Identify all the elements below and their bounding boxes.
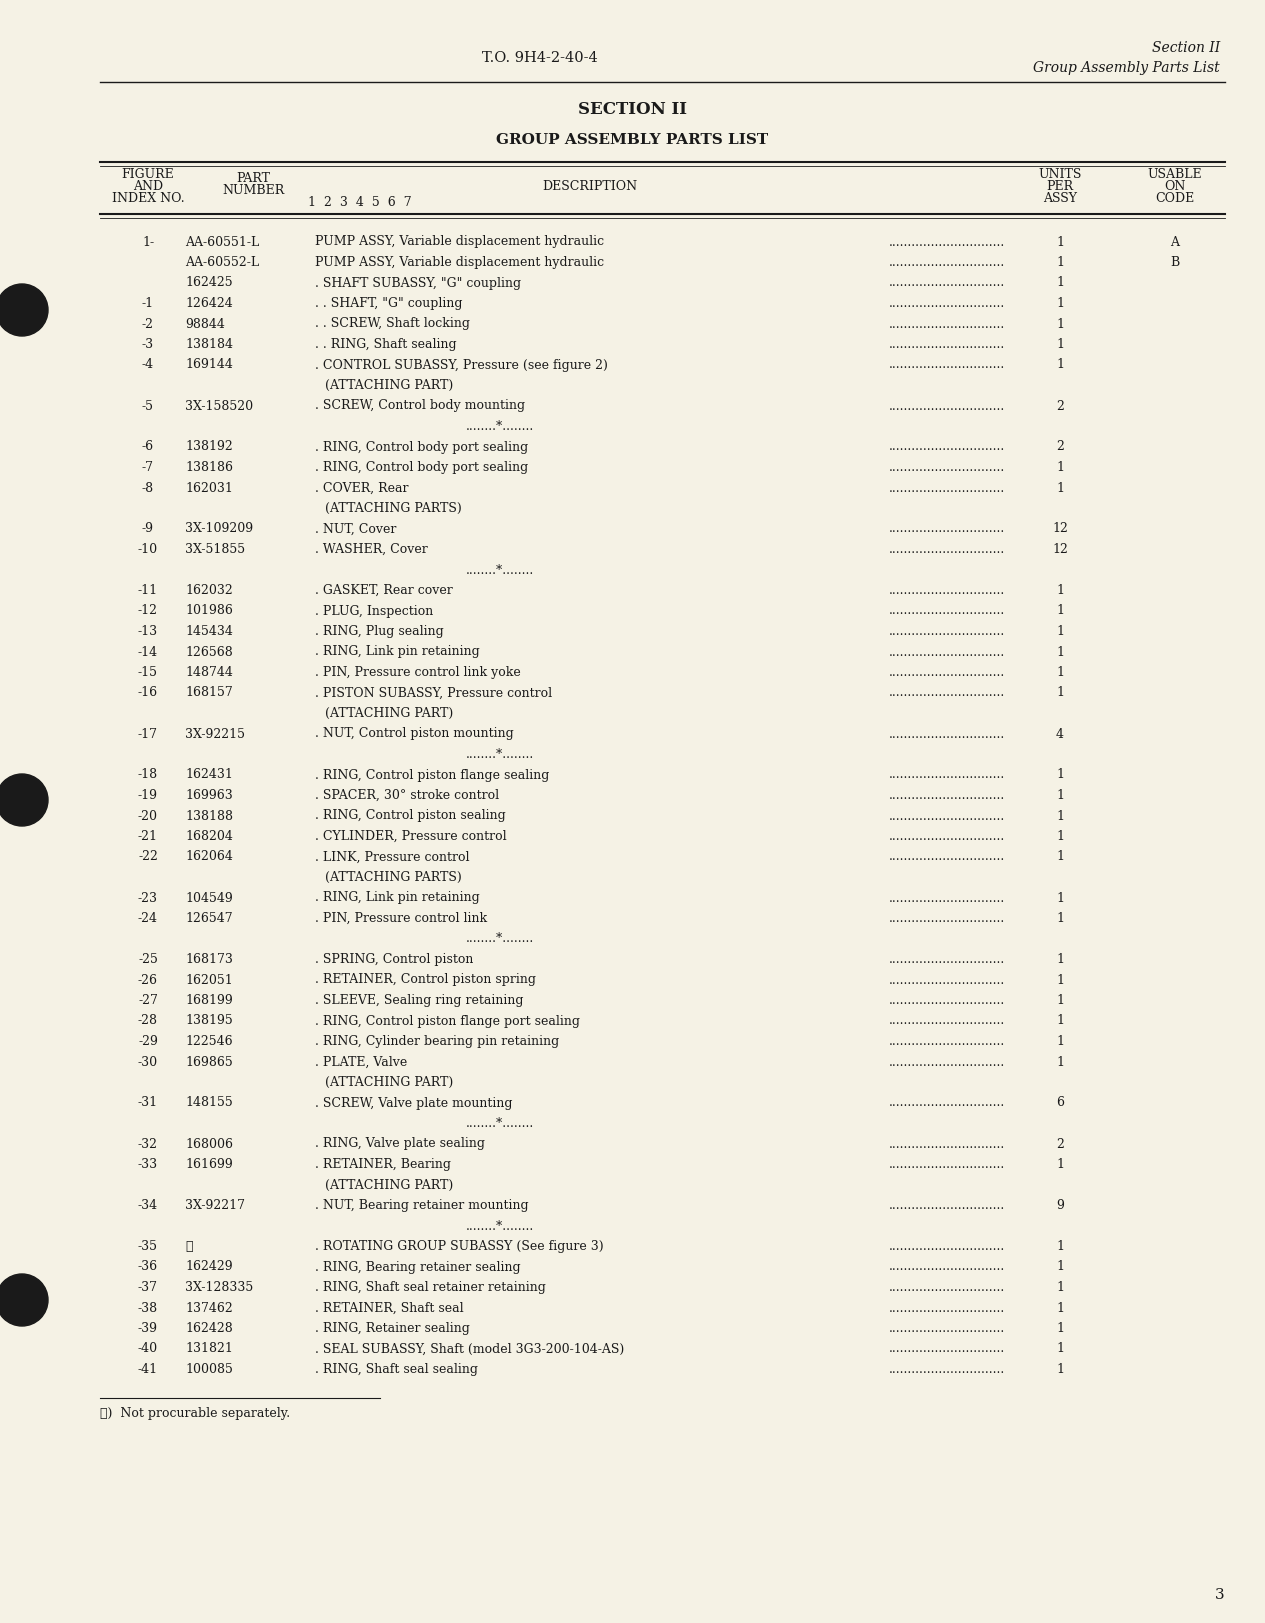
Text: 168199: 168199 bbox=[185, 993, 233, 1006]
Text: 162431: 162431 bbox=[185, 769, 233, 782]
Text: ℓ: ℓ bbox=[185, 1240, 192, 1253]
Text: . RING, Link pin retaining: . RING, Link pin retaining bbox=[315, 891, 479, 904]
Text: -4: -4 bbox=[142, 359, 154, 372]
Text: . PISTON SUBASSY, Pressure control: . PISTON SUBASSY, Pressure control bbox=[315, 687, 552, 700]
Text: 4: 4 bbox=[1056, 727, 1064, 740]
Text: . SCREW, Control body mounting: . SCREW, Control body mounting bbox=[315, 399, 525, 412]
Text: 138188: 138188 bbox=[185, 810, 233, 823]
Text: 1: 1 bbox=[1056, 584, 1064, 597]
Text: -20: -20 bbox=[138, 810, 158, 823]
Text: 1: 1 bbox=[1056, 338, 1064, 351]
Text: . NUT, Bearing retainer mounting: . NUT, Bearing retainer mounting bbox=[315, 1199, 529, 1212]
Text: AA-60551-L: AA-60551-L bbox=[185, 235, 259, 248]
Text: 162032: 162032 bbox=[185, 584, 233, 597]
Text: 169144: 169144 bbox=[185, 359, 233, 372]
Text: ..............................: .............................. bbox=[889, 276, 1004, 289]
Text: -22: -22 bbox=[138, 850, 158, 863]
Text: 2: 2 bbox=[1056, 399, 1064, 412]
Text: 3X-92215: 3X-92215 bbox=[185, 727, 245, 740]
Text: ..............................: .............................. bbox=[889, 1261, 1004, 1274]
Text: 1: 1 bbox=[1056, 912, 1064, 925]
Text: 1-: 1- bbox=[142, 235, 154, 248]
Text: Section II: Section II bbox=[1151, 41, 1219, 55]
Text: 169963: 169963 bbox=[185, 789, 233, 802]
Text: -2: -2 bbox=[142, 318, 154, 331]
Text: -37: -37 bbox=[138, 1281, 158, 1294]
Text: 162425: 162425 bbox=[185, 276, 233, 289]
Text: ..............................: .............................. bbox=[889, 1281, 1004, 1294]
Text: 162428: 162428 bbox=[185, 1323, 233, 1336]
Text: 138186: 138186 bbox=[185, 461, 233, 474]
Text: -23: -23 bbox=[138, 891, 158, 904]
Text: 3X-92217: 3X-92217 bbox=[185, 1199, 245, 1212]
Text: AA-60552-L: AA-60552-L bbox=[185, 256, 259, 269]
Text: ........*........: ........*........ bbox=[466, 748, 534, 761]
Text: . NUT, Control piston mounting: . NUT, Control piston mounting bbox=[315, 727, 514, 740]
Text: 145434: 145434 bbox=[185, 625, 233, 638]
Text: -12: -12 bbox=[138, 604, 158, 617]
Text: 12: 12 bbox=[1052, 523, 1068, 536]
Text: FIGURE: FIGURE bbox=[121, 169, 175, 182]
Text: ..............................: .............................. bbox=[889, 399, 1004, 412]
Text: ..............................: .............................. bbox=[889, 297, 1004, 310]
Text: 162051: 162051 bbox=[185, 974, 233, 987]
Text: 1: 1 bbox=[1056, 1240, 1064, 1253]
Text: (ATTACHING PART): (ATTACHING PART) bbox=[325, 380, 453, 393]
Text: ..............................: .............................. bbox=[889, 523, 1004, 536]
Text: . SPACER, 30° stroke control: . SPACER, 30° stroke control bbox=[315, 789, 500, 802]
Text: ..............................: .............................. bbox=[889, 1302, 1004, 1315]
Text: . RING, Shaft seal sealing: . RING, Shaft seal sealing bbox=[315, 1363, 478, 1376]
Text: (ATTACHING PART): (ATTACHING PART) bbox=[325, 1178, 453, 1191]
Text: 126424: 126424 bbox=[185, 297, 233, 310]
Text: 137462: 137462 bbox=[185, 1302, 233, 1315]
Text: PUMP ASSY, Variable displacement hydraulic: PUMP ASSY, Variable displacement hydraul… bbox=[315, 256, 605, 269]
Text: . WASHER, Cover: . WASHER, Cover bbox=[315, 544, 428, 557]
Text: . SLEEVE, Sealing ring retaining: . SLEEVE, Sealing ring retaining bbox=[315, 993, 524, 1006]
Text: ..............................: .............................. bbox=[889, 646, 1004, 659]
Text: . GASKET, Rear cover: . GASKET, Rear cover bbox=[315, 584, 453, 597]
Text: 148744: 148744 bbox=[185, 665, 233, 678]
Text: -30: -30 bbox=[138, 1055, 158, 1068]
Text: 1: 1 bbox=[1056, 1261, 1064, 1274]
Text: . RING, Control body port sealing: . RING, Control body port sealing bbox=[315, 461, 529, 474]
Text: 1: 1 bbox=[1056, 769, 1064, 782]
Text: 131821: 131821 bbox=[185, 1342, 233, 1355]
Text: -32: -32 bbox=[138, 1138, 158, 1151]
Text: CODE: CODE bbox=[1155, 193, 1194, 206]
Text: AND: AND bbox=[133, 180, 163, 193]
Text: 104549: 104549 bbox=[185, 891, 233, 904]
Text: ..............................: .............................. bbox=[889, 1240, 1004, 1253]
Text: 168006: 168006 bbox=[185, 1138, 233, 1151]
Text: 1: 1 bbox=[1056, 625, 1064, 638]
Text: -5: -5 bbox=[142, 399, 154, 412]
Text: . CYLINDER, Pressure control: . CYLINDER, Pressure control bbox=[315, 829, 506, 842]
Text: . COVER, Rear: . COVER, Rear bbox=[315, 482, 409, 495]
Text: -36: -36 bbox=[138, 1261, 158, 1274]
Text: ..............................: .............................. bbox=[889, 912, 1004, 925]
Text: -29: -29 bbox=[138, 1035, 158, 1048]
Text: ..............................: .............................. bbox=[889, 318, 1004, 331]
Text: 6: 6 bbox=[1056, 1097, 1064, 1110]
Text: . . RING, Shaft sealing: . . RING, Shaft sealing bbox=[315, 338, 457, 351]
Text: 126547: 126547 bbox=[185, 912, 233, 925]
Text: SECTION II: SECTION II bbox=[578, 102, 687, 118]
Text: . RING, Control piston sealing: . RING, Control piston sealing bbox=[315, 810, 506, 823]
Text: 98844: 98844 bbox=[185, 318, 225, 331]
Text: 1: 1 bbox=[1056, 974, 1064, 987]
Text: 1: 1 bbox=[1056, 1363, 1064, 1376]
Text: . RING, Plug sealing: . RING, Plug sealing bbox=[315, 625, 444, 638]
Text: INDEX NO.: INDEX NO. bbox=[111, 193, 185, 206]
Text: ..............................: .............................. bbox=[889, 789, 1004, 802]
Text: 1: 1 bbox=[1056, 1323, 1064, 1336]
Text: ..............................: .............................. bbox=[889, 665, 1004, 678]
Text: ........*........: ........*........ bbox=[466, 1219, 534, 1232]
Text: ..............................: .............................. bbox=[889, 604, 1004, 617]
Text: 138195: 138195 bbox=[185, 1014, 233, 1027]
Text: -35: -35 bbox=[138, 1240, 158, 1253]
Text: 1: 1 bbox=[1056, 687, 1064, 700]
Text: ..............................: .............................. bbox=[889, 953, 1004, 966]
Text: -21: -21 bbox=[138, 829, 158, 842]
Text: -26: -26 bbox=[138, 974, 158, 987]
Text: 1: 1 bbox=[1056, 461, 1064, 474]
